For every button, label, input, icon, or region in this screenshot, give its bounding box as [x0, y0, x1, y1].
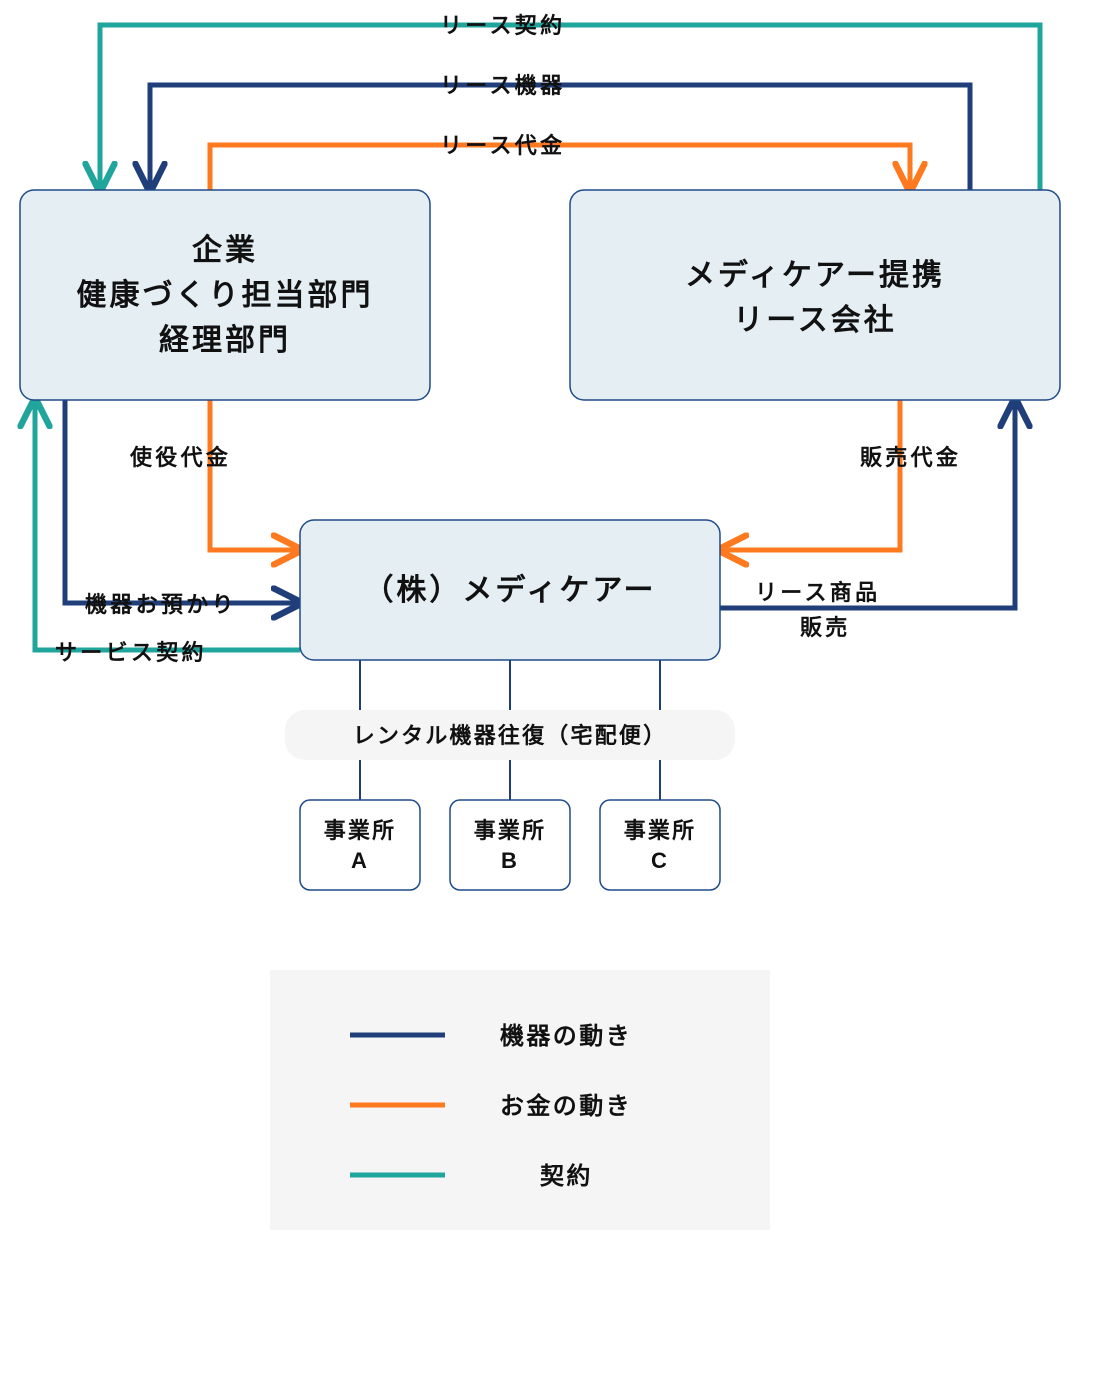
svg-text:事業所: 事業所 — [624, 818, 697, 843]
legend-label-money: お金の動き — [500, 1092, 632, 1120]
office-c: 事業所 C — [600, 800, 720, 890]
svg-text:A: A — [351, 848, 369, 873]
office-a: 事業所 A — [300, 800, 420, 890]
edge-lease-product-sale — [720, 400, 1015, 608]
flow-diagram: リース契約 リース機器 リース代金 使役代金 販売代金 機器お預かり サービス契… — [0, 0, 1101, 1373]
label-lease-product-sale-2: 販売 — [800, 615, 851, 640]
label-lease-fee: リース代金 — [440, 133, 565, 158]
legend-label-contract: 契約 — [540, 1162, 593, 1190]
rental-pill-label: レンタル機器往復（宅配便） — [353, 723, 668, 748]
label-sales-fee: 販売代金 — [860, 445, 961, 470]
edge-lease-contract — [100, 25, 1040, 190]
label-service-fee: 使役代金 — [129, 445, 231, 470]
svg-text:C: C — [651, 848, 669, 873]
node-company-line3: 経理部門 — [159, 323, 291, 357]
node-company-line2: 健康づくり担当部門 — [77, 278, 374, 312]
label-lease-contract: リース契約 — [440, 13, 565, 38]
edge-equipment-deposit — [65, 400, 300, 603]
label-lease-equipment: リース機器 — [440, 73, 565, 98]
node-lease-line1: メディケアー提携 — [685, 258, 945, 292]
edge-service-fee — [210, 400, 300, 550]
node-lease — [570, 190, 1060, 400]
svg-text:B: B — [501, 848, 519, 873]
legend-label-equipment: 機器の動き — [500, 1023, 632, 1050]
label-lease-product-sale-1: リース商品 — [755, 580, 880, 605]
node-company-line1: 企業 — [192, 233, 258, 267]
office-b: 事業所 B — [450, 800, 570, 890]
svg-text:事業所: 事業所 — [324, 818, 397, 843]
label-equipment-deposit: 機器お預かり — [85, 592, 237, 617]
edge-sales-fee — [720, 400, 900, 550]
node-medicare-line1: （株）メディケアー — [363, 573, 656, 607]
svg-text:事業所: 事業所 — [474, 818, 547, 843]
node-lease-line2: リース会社 — [733, 304, 897, 337]
label-service-contract: サービス契約 — [55, 640, 207, 665]
